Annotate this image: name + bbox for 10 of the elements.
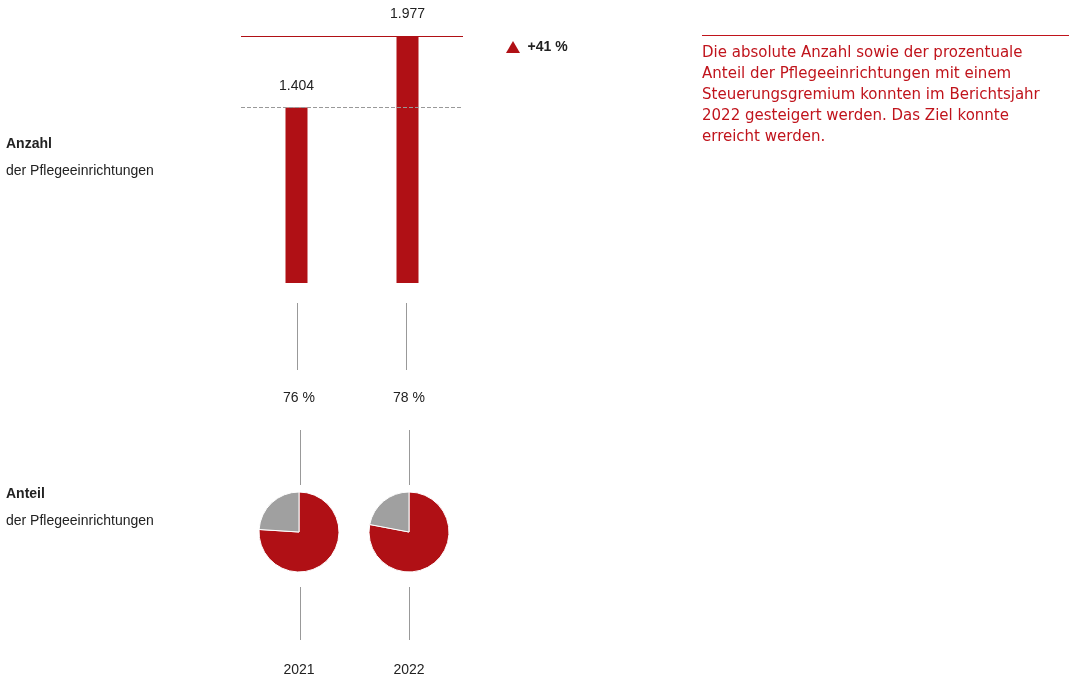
chart-title: 76 % [283, 389, 315, 405]
text: 2021 [283, 661, 315, 677]
chart-title: 78 % [393, 389, 425, 405]
text: Die absolute Anzahl sowie der prozentuale Anteil der Pflegeeinrichtungen mit einem Steuerungsgremium konnten im Berichtsjahr 2022 gesteigert werden. Das Ziel konnte erreicht werden. [702, 42, 1041, 147]
y-axis-title: Anzahl der Pflegeeinrichtungen [6, 135, 154, 178]
text: +41 % [527, 38, 568, 54]
data-label: 1.977 [389, 5, 426, 21]
text: Anteil der Pflegeeinrichtungen [6, 485, 154, 528]
data-label: 1.404 [278, 76, 315, 93]
text: 2022 [393, 661, 425, 677]
